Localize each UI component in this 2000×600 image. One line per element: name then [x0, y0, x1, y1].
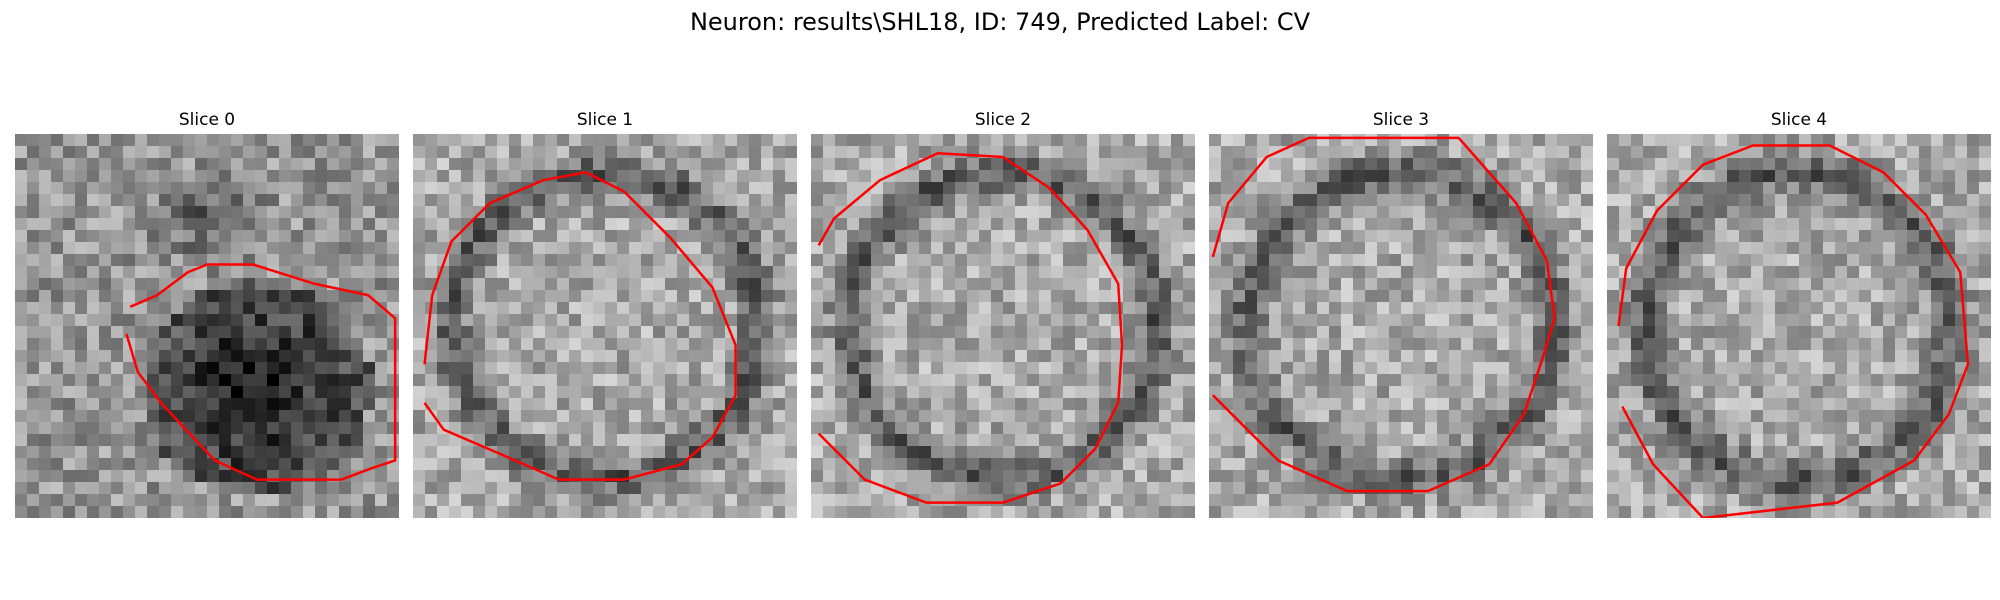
slice-title: Slice 2: [974, 110, 1032, 130]
slice-title: Slice 0: [178, 110, 236, 130]
contour-line: [817, 151, 1124, 504]
slice-image: [413, 134, 797, 518]
contour-line: [1211, 136, 1556, 493]
figure-title: Neuron: results\SHL18, ID: 749, Predicte…: [689, 8, 1311, 36]
slice-title: Slice 3: [1372, 110, 1430, 130]
contour-line: [423, 171, 737, 481]
slice-title: Slice 1: [576, 110, 634, 130]
slice-image: [811, 134, 1195, 518]
contour-line: [125, 263, 397, 481]
contour-line: [1617, 144, 1970, 518]
slice-image: [1209, 134, 1593, 518]
slice-title: Slice 4: [1770, 110, 1828, 130]
slice-image: [15, 134, 399, 518]
slice-image: [1607, 134, 1991, 518]
